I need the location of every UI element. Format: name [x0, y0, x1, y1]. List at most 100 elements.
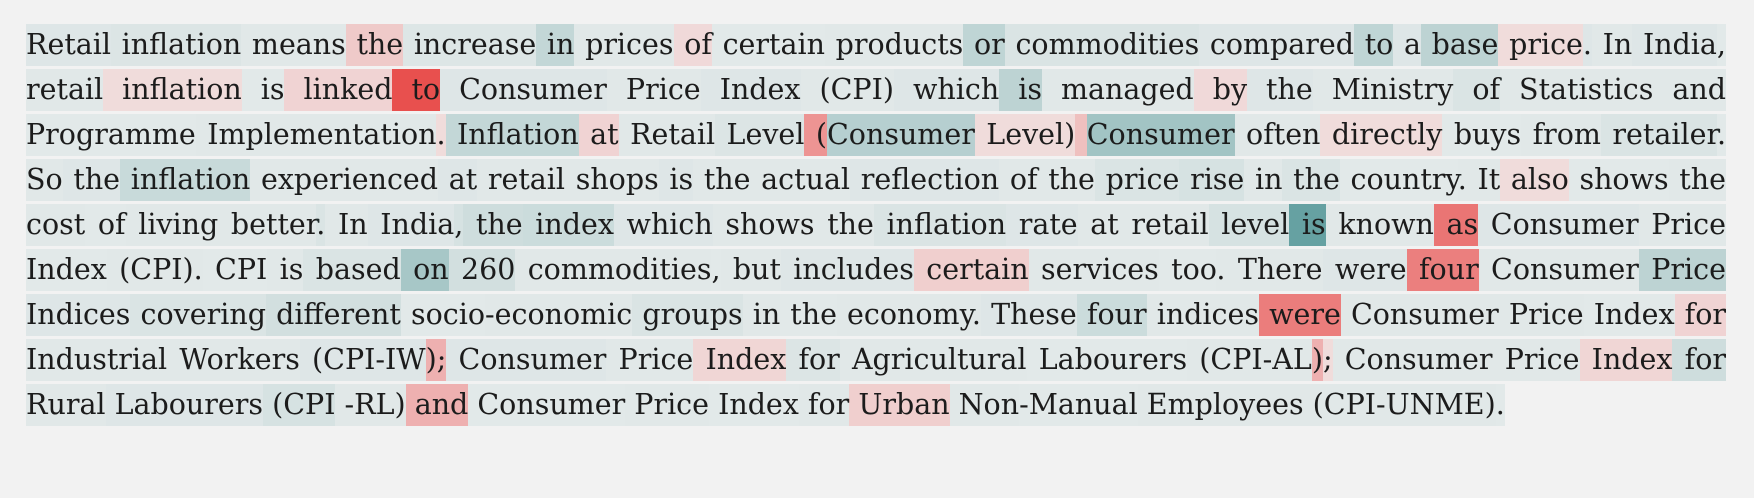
token: and: [405, 384, 469, 426]
token: actual: [750, 159, 851, 201]
token: on: [400, 249, 449, 291]
token: .: [316, 204, 326, 246]
token: inflation: [111, 24, 242, 66]
token: Non: [949, 384, 1020, 426]
token: Implementation: [195, 114, 437, 156]
token: Price: [606, 339, 694, 381]
token: Consumer: [827, 114, 975, 156]
token: ,: [454, 204, 464, 246]
token: 260: [448, 249, 516, 291]
token: Consumer: [1332, 339, 1493, 381]
token: Consumer: [1478, 204, 1639, 246]
token: at: [438, 159, 478, 201]
token: Rural: [26, 384, 106, 426]
token: (CPI-AL: [1187, 339, 1312, 381]
token: (CPI): [800, 69, 894, 111]
token: too: [1158, 249, 1217, 291]
token: services: [1028, 249, 1159, 291]
token: .: [971, 294, 981, 336]
token: linked: [284, 69, 393, 111]
token: Programme: [26, 114, 196, 156]
token: for: [786, 339, 840, 381]
token: often: [1234, 114, 1321, 156]
token: So: [26, 159, 63, 201]
token: to: [1354, 24, 1394, 66]
token: certain: [913, 249, 1029, 291]
token: Level: [715, 114, 805, 156]
token: -economic: [485, 294, 633, 336]
token: retail: [1118, 204, 1209, 246]
token: but: [720, 249, 781, 291]
token: better: [218, 204, 317, 246]
token: Labourers: [1026, 339, 1188, 381]
token: the: [780, 294, 837, 336]
token: Statistics: [1500, 69, 1654, 111]
token: Index: [26, 249, 107, 291]
token: commodities: [515, 249, 712, 291]
token: the: [345, 24, 404, 66]
token: based: [303, 249, 401, 291]
token: of: [85, 204, 126, 246]
token: price: [1498, 24, 1583, 66]
token: India: [1632, 24, 1717, 66]
token: inflation: [120, 159, 251, 201]
token: products: [824, 24, 964, 66]
token: Price: [1638, 204, 1726, 246]
token: which: [894, 69, 1000, 111]
token: There: [1225, 249, 1323, 291]
token: Workers: [167, 339, 300, 381]
token: Price: [1638, 249, 1726, 291]
token: indices: [1146, 294, 1259, 336]
token: were: [1322, 249, 1407, 291]
token: at: [1077, 204, 1119, 246]
token: .: [1457, 159, 1467, 201]
token: as: [1433, 204, 1479, 246]
token: .: [1716, 114, 1726, 156]
token: It: [1466, 159, 1501, 201]
token: In: [1591, 24, 1633, 66]
token: shows: [1568, 159, 1669, 201]
token: for: [798, 384, 850, 426]
token: cost: [26, 204, 86, 246]
token: is: [658, 159, 694, 201]
token: Retail: [26, 24, 111, 66]
token: Index: [709, 384, 799, 426]
token: .: [1495, 384, 1505, 426]
token: four: [1076, 294, 1147, 336]
token: for: [1674, 294, 1726, 336]
token: (CPI: [263, 384, 336, 426]
token: the: [1037, 159, 1095, 201]
token: at: [578, 114, 619, 156]
token: ): [1311, 339, 1323, 381]
token: a: [1393, 24, 1421, 66]
token: in: [1244, 159, 1283, 201]
token: of: [1453, 69, 1501, 111]
token: inflation: [873, 204, 1007, 246]
token: were: [1259, 294, 1341, 336]
token: Price: [606, 69, 701, 111]
token: Level): [974, 114, 1076, 156]
token: different: [265, 294, 401, 336]
token: is: [999, 69, 1042, 111]
token: of: [999, 159, 1038, 201]
token: country: [1339, 159, 1458, 201]
token: prices: [574, 24, 674, 66]
token: the: [1282, 159, 1340, 201]
token: shops: [565, 159, 659, 201]
token: level: [1208, 204, 1290, 246]
token: to: [392, 69, 441, 111]
token: Index: [1579, 339, 1673, 381]
token: commodities: [1004, 24, 1200, 66]
token: or: [963, 24, 1005, 66]
token: (CPI-UNME): [1303, 384, 1496, 426]
token: Employees: [1137, 384, 1304, 426]
token: the: [693, 159, 751, 201]
token: is: [241, 69, 285, 111]
token: is: [1289, 204, 1326, 246]
token: certain: [711, 24, 825, 66]
token: Inflation: [445, 114, 579, 156]
token: [1075, 114, 1087, 156]
token: inflation: [103, 69, 242, 111]
token: ,: [711, 249, 721, 291]
token: Retail: [618, 114, 716, 156]
